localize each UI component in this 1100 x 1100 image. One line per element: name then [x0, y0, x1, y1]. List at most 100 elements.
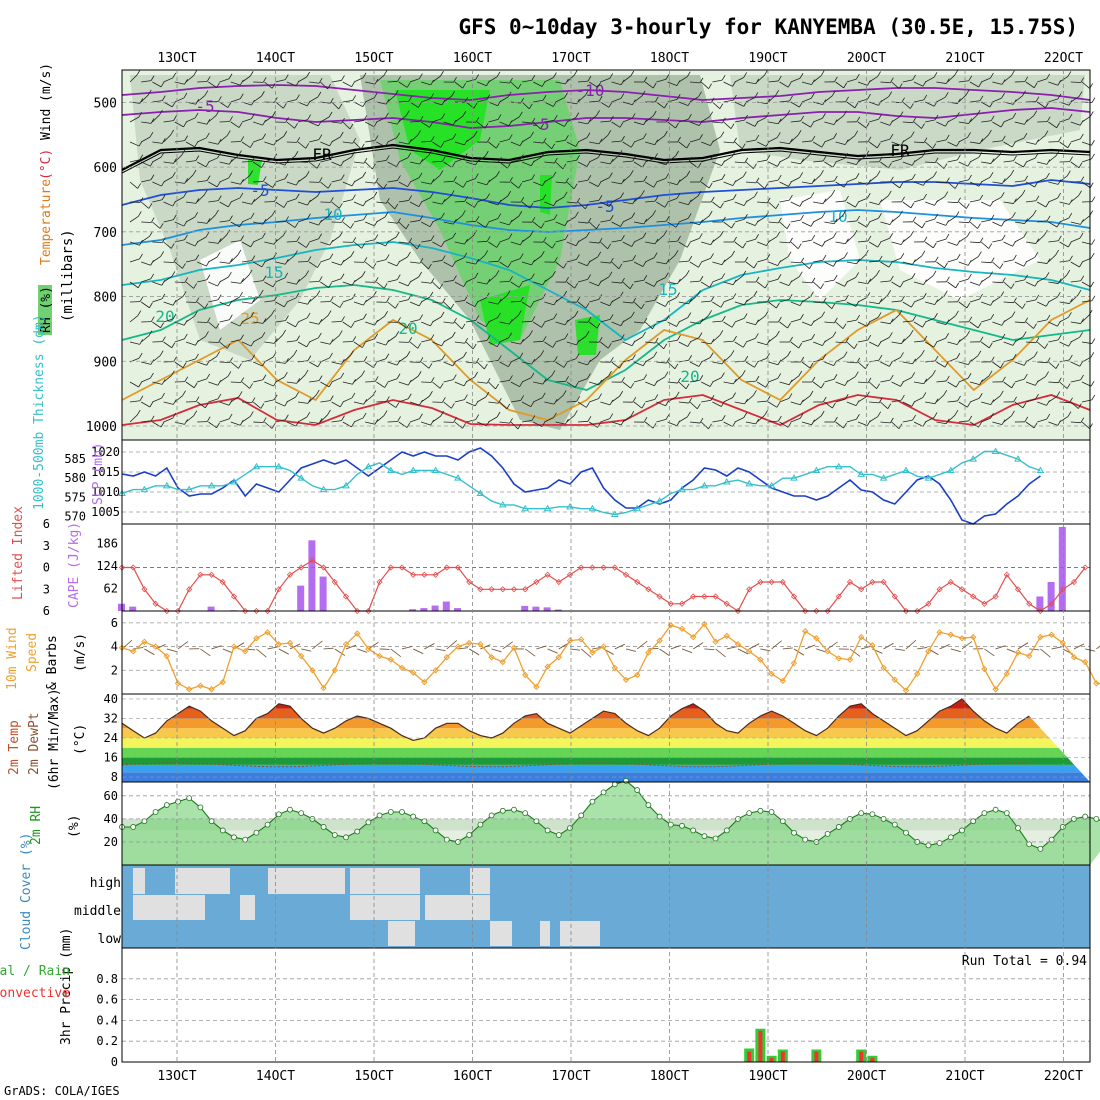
wind-barb	[510, 181, 519, 189]
wind-barb	[723, 340, 734, 343]
wind-barb	[365, 140, 376, 143]
wind-barb	[141, 121, 152, 124]
wind-barb-flag	[887, 190, 892, 197]
wind-barb	[980, 241, 990, 249]
wind-barb-flag	[363, 356, 368, 362]
rh-marker	[1048, 836, 1055, 843]
wind-barb-flag	[1022, 402, 1027, 409]
wind-barb	[286, 181, 297, 186]
wind-barb-flag	[666, 116, 670, 123]
wind-barb	[622, 160, 633, 163]
wind-barb	[264, 381, 274, 387]
wind-barb-flag	[341, 217, 345, 223]
wind-barb-flag	[182, 390, 186, 396]
wind-barb-flag	[442, 397, 446, 403]
wind-barb-flag	[855, 201, 859, 208]
wind-barb	[835, 257, 845, 263]
wind-barb	[208, 115, 217, 123]
wind-barb-flag	[698, 233, 703, 239]
wind-ylabel: 10m Wind	[5, 627, 20, 690]
wind-marker	[1070, 654, 1078, 661]
y-tick-label: 0.6	[96, 993, 118, 1007]
wind-barb	[745, 181, 756, 184]
wind-barb	[745, 295, 755, 303]
wind-barb-flag	[1024, 274, 1028, 281]
li-marker	[410, 571, 417, 578]
wind-barb	[801, 97, 812, 103]
wind-barb	[409, 177, 420, 183]
wind-barb	[1070, 96, 1080, 103]
wind-barb-flag	[475, 116, 480, 123]
wind-barb	[689, 96, 699, 103]
wind-barb	[779, 381, 790, 386]
wind-barb	[278, 648, 290, 655]
wind-barb	[454, 181, 464, 188]
wind-barb	[320, 301, 331, 303]
wind-barb-flag	[305, 143, 310, 149]
wind-barb-flag	[800, 158, 804, 164]
wind-barb-flag	[519, 253, 524, 259]
wind-barb	[488, 218, 498, 223]
wind-barb-flag	[149, 401, 154, 408]
wind-barb-flag	[161, 293, 166, 300]
li-marker	[342, 593, 350, 600]
wind-barb	[992, 181, 1003, 184]
wind-barb	[230, 240, 241, 243]
wind-barb	[760, 648, 771, 652]
wind-barb	[681, 648, 693, 654]
wind-barb	[141, 377, 151, 383]
wind-barb	[208, 157, 218, 163]
wind-marker	[129, 648, 137, 655]
wind-barb	[465, 161, 476, 166]
wind-barb-flag	[788, 393, 793, 399]
wind-barb-flag	[397, 175, 401, 181]
wind-barb-flag	[587, 217, 592, 224]
wind-barb-flag	[1001, 234, 1006, 241]
wind-barb	[824, 301, 833, 309]
wind-barb-flag	[620, 419, 625, 426]
wind-barb-flag	[721, 372, 725, 378]
wind-barb-flag	[285, 358, 289, 364]
wind-barb	[793, 648, 805, 656]
wind-barb-flag	[273, 252, 277, 259]
wind-barb-flag	[361, 342, 366, 348]
run-total-label: Run Total = 0.94	[962, 954, 1087, 969]
wind-barb-flag	[732, 279, 737, 285]
wind-barb	[1070, 121, 1081, 126]
wind-barb	[309, 281, 320, 283]
wind-barb-flag	[150, 217, 155, 223]
wind-barb-flag	[1011, 70, 1015, 76]
wind-barb-flag	[979, 293, 983, 300]
top-tick-label: 17OCT	[551, 51, 590, 66]
wind-barb-flag	[665, 74, 670, 80]
wind-barb	[600, 219, 611, 223]
wind-barb	[446, 640, 458, 650]
wind-barb	[499, 321, 510, 325]
wind-barb	[275, 361, 286, 364]
wind-barb-flag	[372, 263, 377, 269]
dewpoint-line	[121, 762, 1030, 768]
wind-barb	[569, 648, 581, 651]
wind-barb	[947, 381, 957, 388]
wind-barb-flag	[1001, 419, 1006, 425]
cape-bar	[431, 605, 439, 611]
wind-barb-flag	[878, 397, 883, 404]
wind-barb-flag	[744, 256, 749, 263]
wind-barb	[824, 279, 835, 283]
wind-barb-flag	[1080, 275, 1085, 281]
wind-barb-flag	[755, 319, 759, 325]
wind-barb	[555, 221, 566, 227]
wind-barb	[779, 181, 789, 187]
wind-barb	[342, 298, 353, 303]
wind-barb	[891, 381, 901, 387]
wind-barb	[129, 400, 140, 403]
wind-barb-flag	[923, 137, 928, 143]
wind-barb	[992, 121, 1002, 128]
wind-barb	[734, 275, 744, 283]
wind-barb-flag	[462, 210, 466, 216]
wind-barb	[398, 398, 409, 403]
wind-barb	[790, 241, 799, 249]
wind-barb	[656, 361, 667, 364]
wind-barb	[499, 96, 509, 103]
